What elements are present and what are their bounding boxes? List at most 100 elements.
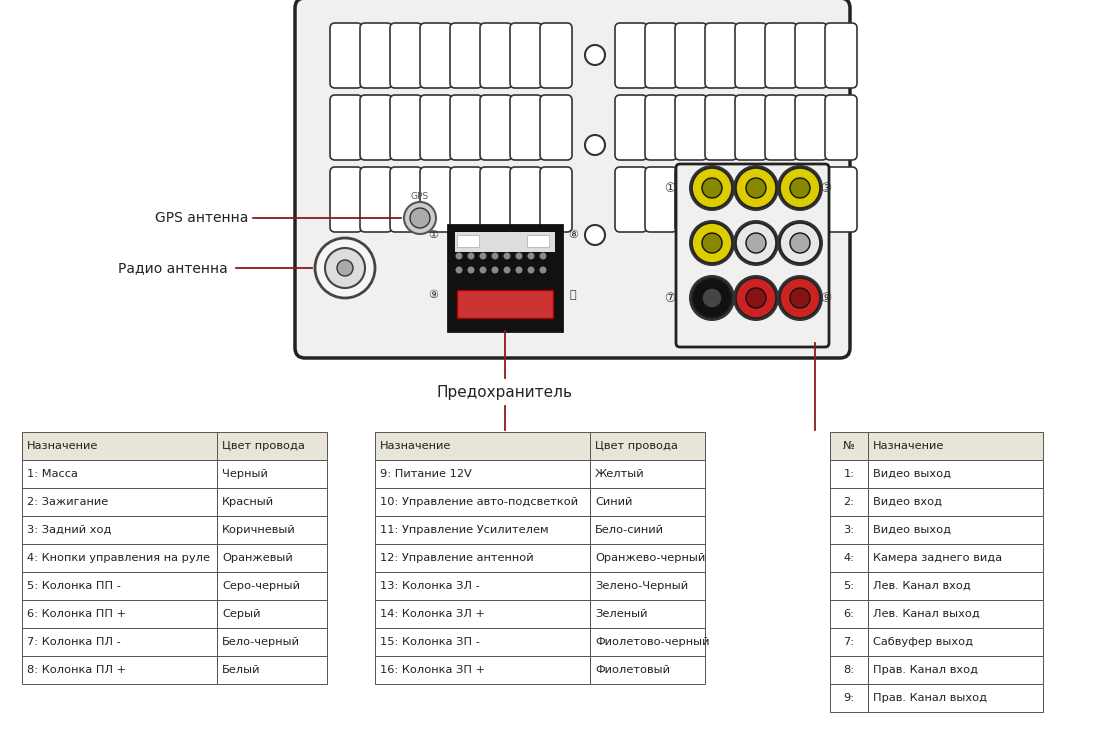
Text: ①: ① [664,182,675,194]
Circle shape [692,223,732,263]
Bar [217,600,327,628]
Text: ⑨: ⑨ [428,290,438,300]
Text: ⑦: ⑦ [664,291,675,305]
Text: 8: Колонка ПЛ +: 8: Колонка ПЛ + [27,665,126,675]
Text: Лев. Канал выход: Лев. Канал выход [873,609,980,619]
Bar [830,656,868,684]
Circle shape [780,223,820,263]
Bar [590,600,705,628]
Text: 5: Колонка ПП -: 5: Колонка ПП - [27,581,121,591]
Bar [868,460,1043,488]
Bar [22,572,217,600]
Text: Сабвуфер выход: Сабвуфер выход [873,637,973,647]
Text: 15: Колонка ЗП -: 15: Колонка ЗП - [380,637,479,647]
Text: Зеленый: Зеленый [594,609,648,619]
FancyBboxPatch shape [825,167,857,232]
Bar [22,488,217,516]
Bar [375,656,590,684]
Circle shape [736,278,776,318]
Circle shape [492,267,498,273]
FancyBboxPatch shape [510,167,542,232]
Bar [375,488,590,516]
Text: 4: Кнопки управления на руле: 4: Кнопки управления на руле [27,553,210,563]
Bar [217,432,327,460]
Circle shape [746,178,766,198]
Circle shape [777,220,823,266]
FancyBboxPatch shape [615,95,646,160]
Circle shape [467,267,475,273]
FancyBboxPatch shape [615,167,646,232]
Circle shape [692,168,732,208]
Bar [590,516,705,544]
Text: Прав. Канал выход: Прав. Канал выход [873,693,987,703]
Text: Видео выход: Видео выход [873,525,951,535]
Text: GPS: GPS [411,192,430,201]
Circle shape [337,260,353,276]
FancyBboxPatch shape [510,95,542,160]
Circle shape [455,267,463,273]
Text: Видео вход: Видео вход [873,497,942,507]
Text: Назначение: Назначение [380,441,452,451]
Text: Бело-синий: Бело-синий [594,525,664,535]
FancyBboxPatch shape [735,167,767,232]
Bar [22,544,217,572]
FancyBboxPatch shape [705,167,737,232]
Circle shape [689,220,735,266]
Circle shape [479,267,486,273]
Text: ①: ① [428,230,438,240]
Bar [830,572,868,600]
Bar [527,235,549,247]
Bar [217,628,327,656]
FancyBboxPatch shape [330,23,362,88]
Circle shape [702,178,722,198]
Bar [590,432,705,460]
FancyBboxPatch shape [765,23,797,88]
Circle shape [736,168,776,208]
FancyBboxPatch shape [705,23,737,88]
Circle shape [584,45,606,65]
FancyBboxPatch shape [480,95,513,160]
Text: Цвет провода: Цвет провода [223,441,304,451]
FancyBboxPatch shape [540,167,572,232]
FancyBboxPatch shape [420,167,452,232]
Bar [448,225,562,331]
Bar [868,432,1043,460]
Text: Коричневый: Коричневый [223,525,296,535]
Text: 10: Управление авто-подсветкой: 10: Управление авто-подсветкой [380,497,578,507]
Text: Черный: Черный [223,469,268,479]
Bar [217,516,327,544]
Text: Серо-черный: Серо-черный [223,581,300,591]
Text: 7:: 7: [844,637,855,647]
Text: Серый: Серый [223,609,260,619]
Circle shape [504,267,510,273]
Bar [590,488,705,516]
Text: 7: Колонка ПЛ -: 7: Колонка ПЛ - [27,637,121,647]
FancyBboxPatch shape [705,95,737,160]
Bar [830,432,868,460]
FancyBboxPatch shape [390,167,422,232]
Circle shape [516,267,523,273]
Bar [830,544,868,572]
Bar [830,516,868,544]
Text: Видео выход: Видео выход [873,469,951,479]
Bar [868,628,1043,656]
FancyBboxPatch shape [676,164,829,347]
Text: Бело-черный: Бело-черный [223,637,300,647]
Bar [868,684,1043,712]
Text: 2:: 2: [844,497,855,507]
Bar [457,290,554,318]
Text: 4:: 4: [844,553,855,563]
Text: 8:: 8: [844,665,855,675]
FancyBboxPatch shape [540,23,572,88]
FancyBboxPatch shape [795,167,827,232]
FancyBboxPatch shape [645,23,677,88]
Text: Синий: Синий [594,497,632,507]
Text: Цвет провода: Цвет провода [594,441,677,451]
Circle shape [479,253,486,259]
Text: Оранжевый: Оранжевый [223,553,292,563]
Bar [375,600,590,628]
Text: 1:: 1: [844,469,855,479]
Text: Предохранитель: Предохранитель [437,385,573,399]
FancyBboxPatch shape [390,23,422,88]
Circle shape [777,275,823,321]
